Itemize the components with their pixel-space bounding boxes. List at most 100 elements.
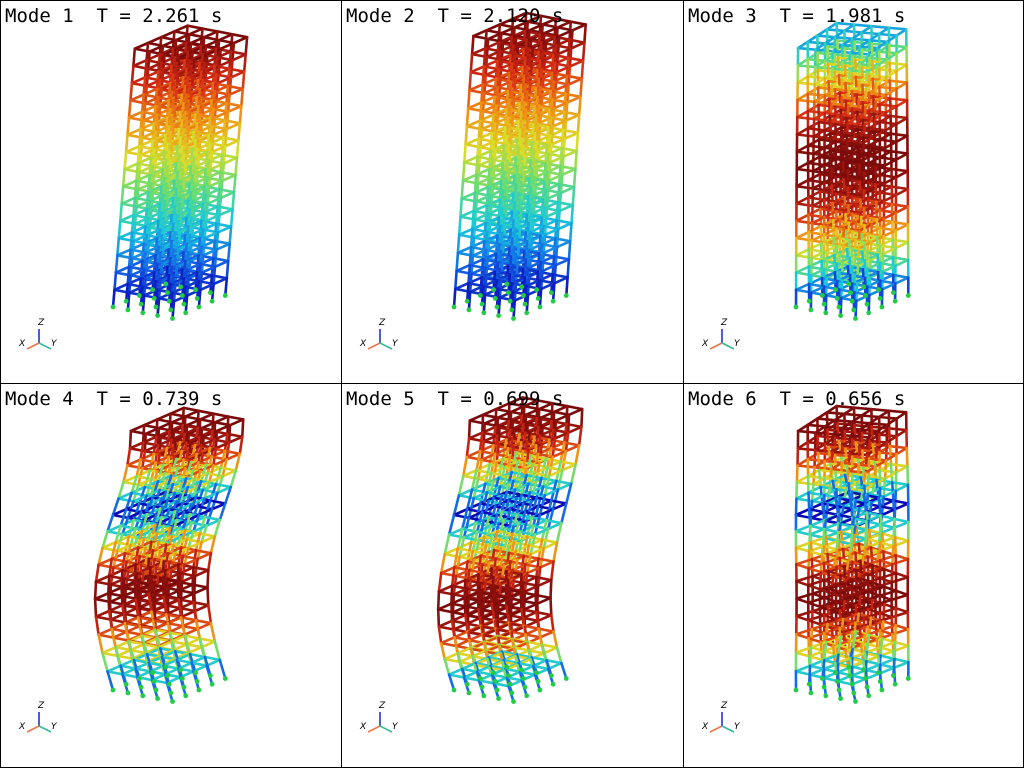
frame-member	[145, 254, 162, 263]
frame-member	[555, 521, 563, 544]
mode-title: Mode 4 T = 0.739 s	[5, 388, 223, 410]
support-node	[834, 296, 840, 301]
frame-member	[471, 649, 488, 658]
frame-member	[127, 110, 144, 119]
frame-member	[141, 423, 146, 444]
frame-member	[174, 276, 190, 286]
frame-member	[891, 273, 910, 280]
frame-member	[169, 406, 185, 416]
frame-member	[812, 117, 833, 123]
frame-member	[884, 122, 898, 132]
frame-member	[206, 196, 223, 205]
frame-member	[144, 271, 161, 280]
frame-member	[476, 471, 493, 481]
frame-member	[150, 472, 167, 481]
frame-member	[145, 488, 162, 497]
frame-member	[563, 110, 581, 117]
support-node	[879, 304, 885, 310]
frame-member	[97, 627, 114, 636]
frame-member	[196, 551, 213, 561]
frame-member	[135, 162, 140, 182]
frame-member	[467, 419, 472, 440]
frame-member	[514, 544, 531, 553]
frame-member	[452, 587, 469, 596]
support-node	[464, 298, 470, 304]
frame-member	[157, 640, 174, 649]
frame-member	[101, 651, 119, 658]
frame-member	[461, 161, 466, 182]
frame-member	[524, 627, 540, 636]
frame-member	[126, 447, 132, 467]
frame-member	[223, 449, 242, 456]
frame-member	[450, 619, 469, 625]
mode-title: Mode 3 T = 1.981 s	[688, 5, 906, 27]
frame-member	[165, 205, 181, 214]
frame-member	[847, 69, 851, 90]
frame-member	[161, 446, 169, 467]
frame-member	[574, 444, 581, 466]
frame-member	[882, 229, 897, 238]
frame-member	[811, 169, 831, 175]
frame-member	[475, 670, 494, 676]
frame-member	[172, 119, 189, 128]
frame-member	[93, 580, 98, 601]
frame-member	[522, 602, 539, 611]
frame-member	[568, 221, 573, 243]
support-node	[864, 301, 870, 307]
frame-member	[172, 538, 188, 547]
frame-member	[195, 505, 214, 511]
frame-member	[214, 441, 231, 450]
mode-title: Mode 2 T = 2.120 s	[346, 5, 564, 27]
frame-member	[867, 91, 888, 97]
frame-member	[203, 231, 220, 240]
frame-member	[175, 259, 192, 269]
frame-member	[876, 40, 889, 50]
frame-member	[806, 127, 826, 132]
frame-member	[200, 420, 217, 430]
frame-member	[111, 288, 116, 309]
frame-member	[465, 119, 482, 128]
frame-member	[456, 245, 473, 255]
frame-member	[447, 667, 464, 676]
frame-member	[119, 202, 123, 223]
frame-member	[884, 105, 898, 114]
frame-member	[465, 502, 482, 511]
frame-member	[878, 156, 898, 161]
frame-member	[212, 412, 230, 418]
frame-member	[502, 544, 510, 567]
frame-member	[133, 216, 150, 226]
frame-member	[560, 167, 577, 177]
frame-member	[207, 603, 213, 625]
frame-member	[107, 557, 114, 578]
frame-member	[116, 543, 132, 553]
support-node	[193, 670, 199, 676]
axis-y-line	[38, 725, 52, 733]
frame-member	[474, 212, 490, 221]
frame-member	[218, 58, 234, 68]
frame-member	[889, 114, 909, 120]
frame-member	[545, 209, 561, 218]
support-node	[494, 304, 500, 310]
frame-member	[183, 627, 199, 636]
frame-member	[891, 238, 910, 244]
frame-member	[796, 98, 816, 104]
frame-member	[551, 449, 568, 459]
frame-member	[553, 276, 569, 285]
support-node	[153, 304, 159, 310]
frame-member	[139, 147, 156, 157]
frame-member	[124, 133, 129, 154]
support-node	[166, 681, 172, 687]
frame-member	[835, 21, 856, 27]
frame-member	[465, 488, 474, 511]
frame-member	[198, 532, 217, 538]
frame-member	[447, 513, 456, 536]
frame-member	[182, 406, 200, 413]
frame-member	[574, 149, 578, 171]
support-node	[821, 301, 827, 307]
frame-member	[215, 423, 232, 433]
frame-member	[114, 265, 131, 274]
frame-member	[471, 248, 488, 257]
frame-member	[132, 196, 137, 217]
frame-member	[117, 480, 125, 500]
frame-member	[878, 103, 898, 108]
